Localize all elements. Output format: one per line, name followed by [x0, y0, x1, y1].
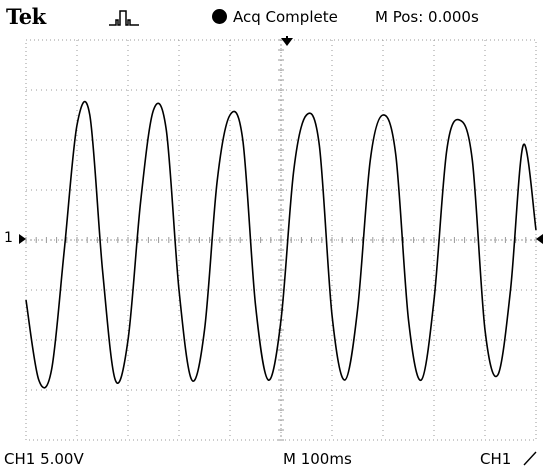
rising-edge-icon: [523, 451, 537, 466]
acquisition-status-text: Acq Complete: [233, 8, 338, 26]
brand-logo: Tek: [6, 4, 46, 29]
trigger-position-icon: [281, 38, 293, 46]
acquisition-status: Acq Complete: [212, 8, 338, 26]
trigger-source: CH1: [480, 450, 512, 468]
channel-marker-label: 1: [4, 230, 13, 246]
screen-markers: [19, 36, 543, 244]
graticule: [25, 39, 537, 441]
trigger-level-icon: [536, 234, 543, 244]
horizontal-position: M Pos: 0.000s: [375, 8, 479, 26]
channel-scale: CH1 5.00V: [4, 450, 84, 468]
waveform-trace: [25, 100, 537, 389]
graticule-border: [25, 39, 537, 441]
footer-bar: CH1 5.00V M 100ms CH1: [0, 446, 550, 474]
timebase: M 100ms: [283, 450, 352, 468]
channel-marker-icon: [19, 234, 26, 244]
trigger-readout: CH1: [480, 450, 538, 468]
pulse-trigger-icon: [109, 10, 139, 26]
run-state-icon: [212, 9, 227, 24]
status-bar: Tek Acq Complete M Pos: 0.000s: [0, 0, 550, 36]
